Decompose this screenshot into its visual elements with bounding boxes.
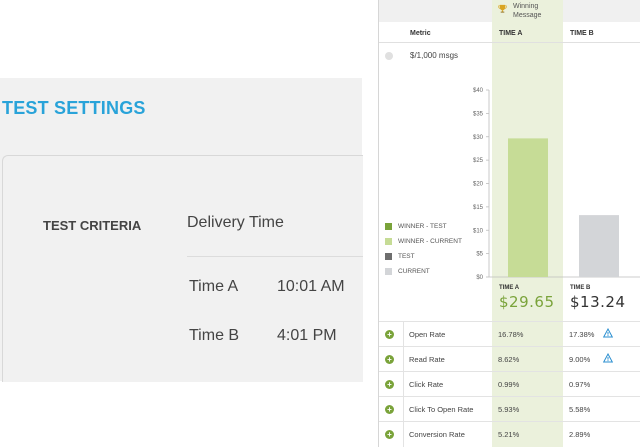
bar-time-b <box>579 215 619 277</box>
metric-value-a: 16.78% <box>498 330 524 339</box>
expand-plus-icon[interactable]: + <box>385 405 394 414</box>
legend-label: TEST <box>398 253 415 260</box>
metric-row-open-rate: + Open Rate 16.78% 17.38% <box>379 321 640 347</box>
time-b-label: Time B <box>189 327 240 344</box>
test-criteria-box: TEST CRITERIA Delivery Time Time A 10:01… <box>2 155 363 382</box>
bar-time-a <box>508 138 548 277</box>
warning-triangle-icon[interactable] <box>603 328 613 338</box>
row-separator <box>403 322 404 347</box>
metric-label: Open Rate <box>409 330 446 339</box>
time-b-row: Time B 4:01 PM <box>189 327 337 345</box>
column-label-time-b: TIME B <box>570 285 591 291</box>
metric-label: Conversion Rate <box>409 430 465 439</box>
legend-swatch <box>385 268 392 275</box>
y-tick-label: $30 <box>473 135 484 141</box>
warning-triangle-icon[interactable] <box>603 353 613 363</box>
row-separator <box>403 422 404 447</box>
metric-label: Click Rate <box>409 380 444 389</box>
metric-value-b: 0.97% <box>569 380 591 389</box>
results-report: Winning Message Metric TIME A TIME B $/1… <box>378 0 640 447</box>
cost-bar-chart: $0 $5 $10 $15 $20 $25 $30 $35 $40 <box>473 88 640 281</box>
expand-plus-icon[interactable]: + <box>385 430 394 439</box>
y-tick-label: $5 <box>476 252 483 258</box>
y-tick-label: $0 <box>476 275 483 281</box>
row-separator <box>403 347 404 372</box>
metric-value-a: 0.99% <box>498 380 520 389</box>
legend-item: TEST <box>385 252 462 267</box>
expand-plus-icon[interactable]: + <box>385 330 394 339</box>
y-tick-label: $25 <box>473 158 484 164</box>
time-a-row: Time A 10:01 AM <box>189 278 345 296</box>
header-metric: Metric <box>410 30 431 37</box>
y-tick-label: $20 <box>473 182 484 188</box>
metric-value-b: 5.58% <box>569 405 591 414</box>
y-tick-label: $35 <box>473 111 484 117</box>
metric-row-click-rate: + Click Rate 0.99% 0.97% <box>379 371 640 397</box>
expand-plus-icon[interactable]: + <box>385 355 394 364</box>
collapse-toggle-icon[interactable] <box>385 52 393 60</box>
metric-value-a: 5.21% <box>498 430 520 439</box>
y-tick-label: $40 <box>473 88 484 94</box>
column-label-time-a: TIME A <box>499 285 520 291</box>
time-a-label: Time A <box>189 278 239 295</box>
test-settings-panel: TEST SETTINGS TEST CRITERIA Delivery Tim… <box>0 78 363 382</box>
header-divider <box>379 42 640 43</box>
metric-value-a: 5.93% <box>498 405 520 414</box>
criteria-divider <box>187 256 363 257</box>
y-tick-label: $15 <box>473 205 484 211</box>
test-criteria-label: TEST CRITERIA <box>43 218 142 233</box>
y-tick-label: $10 <box>473 228 484 234</box>
metric-value-a: 8.62% <box>498 355 520 364</box>
legend-item: WINNER - TEST <box>385 222 462 237</box>
legend-label: CURRENT <box>398 268 430 275</box>
test-settings-title: TEST SETTINGS <box>2 98 146 118</box>
metric-row-click-to-open-rate: + Click To Open Rate 5.93% 5.58% <box>379 396 640 422</box>
winning-message-badge: Winning Message <box>513 2 541 20</box>
cost-value-time-b: $13.24 <box>570 293 626 311</box>
cost-value-time-a: $29.65 <box>499 293 555 311</box>
metric-row-read-rate: + Read Rate 8.62% 9.00% <box>379 346 640 372</box>
expand-plus-icon[interactable]: + <box>385 380 394 389</box>
chart-legend: WINNER - TEST WINNER - CURRENT TEST CURR… <box>385 222 462 282</box>
legend-item: WINNER - CURRENT <box>385 237 462 252</box>
metric-value-b: 9.00% <box>569 355 591 364</box>
legend-label: WINNER - CURRENT <box>398 238 462 245</box>
legend-swatch <box>385 223 392 230</box>
metric-cost-per-1000: $/1,000 msgs <box>410 51 459 60</box>
metric-value-b: 17.38% <box>569 330 595 339</box>
header-time-a: TIME A <box>499 30 523 37</box>
winning-line-1: Winning <box>513 3 539 10</box>
row-separator <box>403 397 404 422</box>
metric-value-b: 2.89% <box>569 430 591 439</box>
legend-swatch <box>385 253 392 260</box>
legend-swatch <box>385 238 392 245</box>
winning-line-2: Message <box>513 12 542 19</box>
metric-label: Read Rate <box>409 355 445 364</box>
metric-row-conversion-rate: + Conversion Rate 5.21% 2.89% <box>379 421 640 447</box>
row-separator <box>403 372 404 397</box>
header-time-b: TIME B <box>570 30 594 37</box>
trophy-icon <box>498 4 507 13</box>
test-criteria-value: Delivery Time <box>187 214 284 231</box>
legend-label: WINNER - TEST <box>398 223 447 230</box>
time-b-value: 4:01 PM <box>277 327 337 344</box>
time-a-value: 10:01 AM <box>277 278 345 295</box>
legend-item: CURRENT <box>385 267 462 282</box>
metric-label: Click To Open Rate <box>409 405 474 414</box>
